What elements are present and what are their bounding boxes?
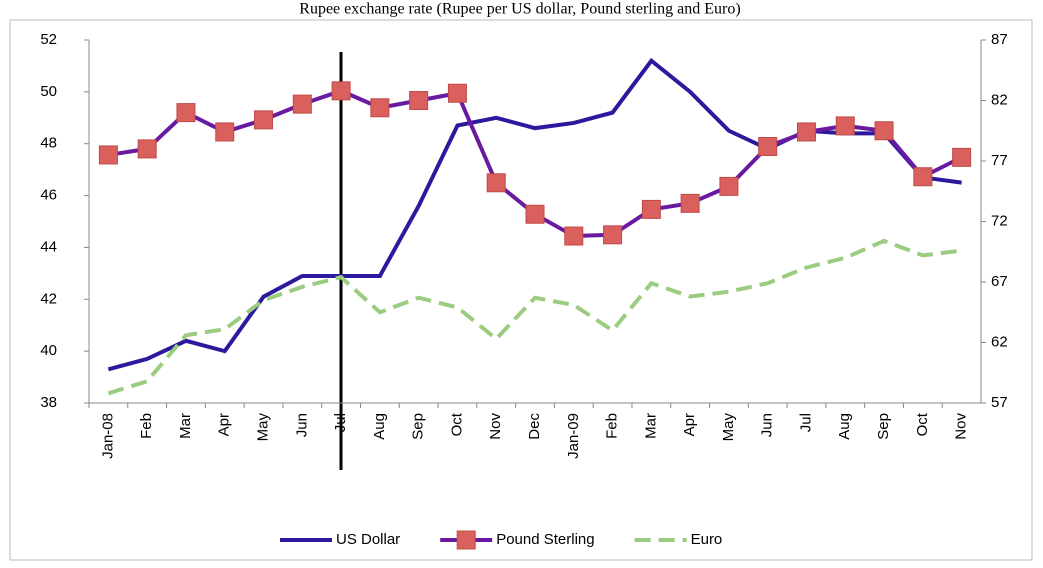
x-tick-label: Apr [681, 413, 698, 436]
x-tick-label: Jan-08 [99, 413, 116, 459]
x-tick-label: Dec [526, 413, 543, 440]
x-tick-label: Jul [332, 413, 349, 432]
legend-marker [456, 530, 476, 550]
marker [719, 176, 739, 196]
x-tick-label: Nov [487, 413, 504, 440]
x-tick-label: Jun [293, 413, 310, 437]
marker [874, 121, 894, 141]
y2-tick-label: 77 [991, 152, 1008, 169]
y2-tick-label: 82 [991, 91, 1008, 108]
x-tick-label: May [254, 413, 271, 442]
marker [370, 98, 390, 118]
marker [409, 91, 429, 110]
x-tick-label: Feb [138, 413, 155, 439]
y-tick-label: 50 [40, 83, 57, 100]
x-tick-label: Nov [953, 413, 970, 440]
x-tick-label: Oct [914, 412, 931, 436]
marker [952, 147, 972, 167]
marker [486, 173, 506, 193]
y-tick-label: 44 [40, 238, 57, 255]
y2-tick-label: 67 [991, 273, 1008, 290]
marker [137, 139, 157, 159]
marker [913, 167, 933, 187]
marker [292, 94, 312, 114]
x-tick-label: Feb [604, 413, 621, 439]
y-tick-label: 46 [40, 187, 57, 204]
x-tick-label: Aug [371, 413, 388, 440]
x-tick-label: Jun [759, 413, 776, 437]
x-tick-label: May [720, 413, 737, 442]
y-tick-label: 52 [40, 31, 57, 48]
y2-tick-label: 87 [991, 31, 1008, 48]
x-tick-label: Sep [875, 413, 892, 440]
chart-frame [9, 19, 1033, 561]
series-line [107, 238, 962, 396]
x-tick-label: Aug [836, 413, 853, 440]
y-tick-label: 42 [40, 290, 57, 307]
y-tick-label: 48 [40, 135, 57, 152]
legend-label: US Dollar [336, 531, 400, 548]
marker [603, 225, 623, 245]
legend-label: Pound Sterling [496, 531, 594, 548]
marker [564, 226, 584, 246]
marker [215, 122, 235, 142]
marker [835, 116, 855, 136]
chart-title: Rupee exchange rate (Rupee per US dollar… [299, 1, 740, 18]
marker [176, 103, 196, 123]
y2-tick-label: 72 [991, 212, 1008, 229]
x-tick-label: Jul [797, 413, 814, 432]
y2-tick-label: 57 [991, 394, 1008, 411]
x-tick-label: Oct [448, 412, 465, 436]
x-tick-label: Apr [216, 413, 233, 436]
y-tick-label: 38 [40, 394, 57, 411]
marker [641, 199, 661, 219]
marker [331, 81, 351, 101]
marker [758, 136, 778, 156]
marker [680, 193, 700, 213]
marker [98, 145, 118, 165]
x-tick-label: Mar [177, 413, 194, 439]
x-tick-label: Jan-09 [565, 413, 582, 459]
marker [447, 83, 467, 103]
marker [254, 110, 274, 130]
marker [796, 122, 816, 142]
y2-tick-label: 62 [991, 333, 1008, 350]
legend-label: Euro [691, 531, 723, 548]
x-tick-label: Sep [410, 413, 427, 440]
x-tick-label: Mar [642, 413, 659, 439]
marker [525, 204, 545, 224]
y-tick-label: 40 [40, 342, 57, 359]
